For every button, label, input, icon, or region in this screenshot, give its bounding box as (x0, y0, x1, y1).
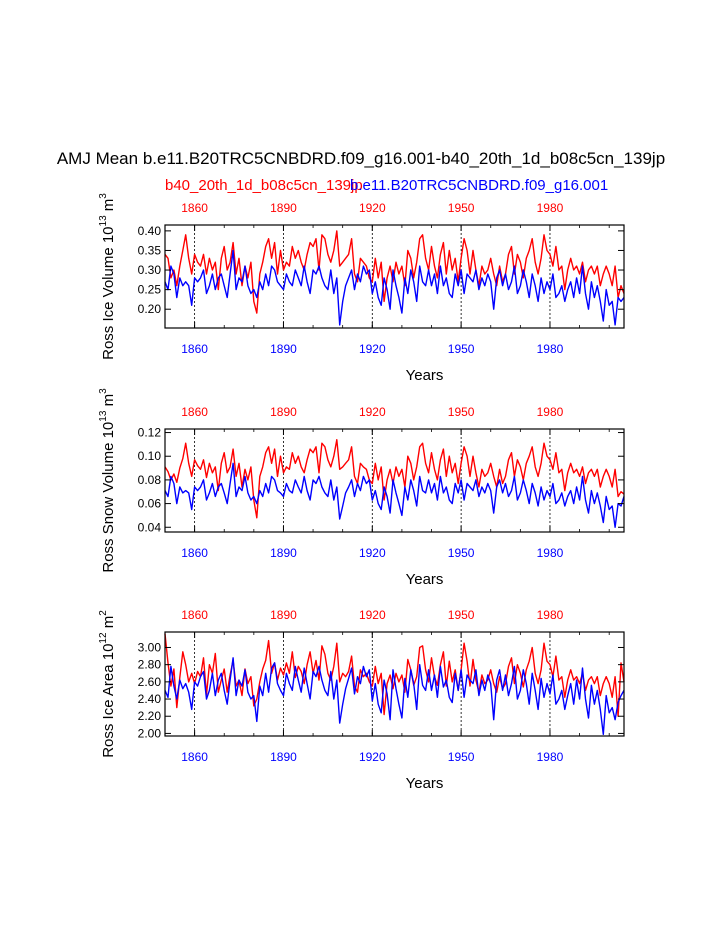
panel-1-xtick-label-bottom: 1890 (270, 342, 297, 356)
panel-1-ylabel: Ross Ice Volume 1013 m3 (98, 193, 117, 360)
panel-3-xlabel: Years (406, 775, 444, 792)
panel-1-series-a-line (164, 230, 625, 314)
panel-3-xtick-label-top: 1890 (270, 608, 297, 622)
panel-3-xtick-label-bottom: 1860 (181, 750, 208, 764)
panel-1-xtick-label-top: 1980 (537, 201, 564, 215)
panel-1-ytick-label: 0.30 (138, 263, 162, 277)
panel-3-ytick-label: 3.00 (138, 640, 162, 654)
panel-2-xtick-label-top: 1920 (359, 405, 386, 419)
panel-1-xlabel: Years (406, 367, 444, 384)
panel-3-ytick-label: 2.40 (138, 692, 162, 706)
panel-3-series-b-line (164, 657, 625, 735)
panel-1-ytick-label: 0.20 (138, 302, 162, 316)
legend-series-b: b.e11.B20TRC5CNBDRD.f09_g16.001 (350, 177, 608, 194)
panel-1-xtick-label-top: 1950 (448, 201, 475, 215)
panel-1-xtick-label-top: 1860 (181, 201, 208, 215)
panel-3-ylabel: Ross Ice Area 1012 m2 (98, 610, 117, 758)
panel-3-ytick-label: 2.60 (138, 675, 162, 689)
panel-2-ytick-label: 0.04 (138, 520, 162, 534)
panel-2-xtick-label-bottom: 1890 (270, 546, 297, 560)
panel-2-xtick-label-bottom: 1860 (181, 546, 208, 560)
panel-1-xtick-label-bottom: 1950 (448, 342, 475, 356)
panel-1-xtick-label-bottom: 1920 (359, 342, 386, 356)
panel-3-xtick-label-bottom: 1950 (448, 750, 475, 764)
panel-2: 0.04 0.06 0.08 0.10 0.12 1860 1860 1890 1890 1920… (98, 388, 625, 588)
figure-title: AMJ Mean b.e11.B20TRC5CNBDRD.f09_g16.001… (57, 149, 665, 168)
panel-2-frame (164, 428, 625, 533)
panel-2-series-b-line (164, 462, 625, 528)
panel-2-ytick-label: 0.12 (138, 426, 162, 440)
panel-1-ytick-label: 0.40 (138, 224, 162, 238)
panel-1: 0.20 0.25 0.30 0.35 0.40 1860 1860 1890 1890 1920… (98, 193, 625, 384)
panel-2-ylabel: Ross Snow Volume 1013 m3 (98, 388, 117, 573)
panel-1-xtick-label-bottom: 1980 (537, 342, 564, 356)
panel-3-ytick-label: 2.00 (138, 726, 162, 740)
panel-2-series-a-line (164, 439, 625, 519)
panel-3: 2.00 2.20 2.40 2.60 2.80 3.00 1860 1860 1890 1890… (98, 608, 625, 792)
panel-3-xtick-label-bottom: 1890 (270, 750, 297, 764)
panel-2-ytick-label: 0.10 (138, 449, 162, 463)
panel-3-xtick-label-top: 1950 (448, 608, 475, 622)
panel-2-ytick-label: 0.08 (138, 473, 162, 487)
panels-container: 0.20 0.25 0.30 0.35 0.40 1860 1860 1890 1890 1920… (98, 193, 625, 792)
panel-1-xtick-label-top: 1920 (359, 201, 386, 215)
panel-1-series-b-line (164, 249, 625, 326)
panel-1-xtick-label-top: 1890 (270, 201, 297, 215)
panel-2-xtick-label-top: 1860 (181, 405, 208, 419)
panel-2-xlabel: Years (406, 571, 444, 588)
panel-2-ytick-label: 0.06 (138, 497, 162, 511)
panel-3-ytick-label: 2.20 (138, 709, 162, 723)
panel-1-ytick-label: 0.25 (138, 283, 162, 297)
panel-1-ytick-label: 0.35 (138, 243, 162, 257)
panel-3-xtick-label-bottom: 1920 (359, 750, 386, 764)
panel-2-xtick-label-bottom: 1980 (537, 546, 564, 560)
legend-series-a: b40_20th_1d_b08c5cn_139jp (165, 177, 363, 194)
panel-2-xtick-label-top: 1890 (270, 405, 297, 419)
panel-2-xtick-label-bottom: 1920 (359, 546, 386, 560)
panel-3-xtick-label-top: 1980 (537, 608, 564, 622)
panel-1-xtick-label-bottom: 1860 (181, 342, 208, 356)
panel-2-xtick-label-top: 1950 (448, 405, 475, 419)
panel-1-frame (164, 224, 625, 329)
panel-2-xtick-label-top: 1980 (537, 405, 564, 419)
panel-3-frame (164, 631, 625, 737)
panel-3-xtick-label-top: 1920 (359, 608, 386, 622)
panel-3-xtick-label-bottom: 1980 (537, 750, 564, 764)
panel-3-ytick-label: 2.80 (138, 658, 162, 672)
panel-2-xtick-label-bottom: 1950 (448, 546, 475, 560)
panel-3-xtick-label-top: 1860 (181, 608, 208, 622)
